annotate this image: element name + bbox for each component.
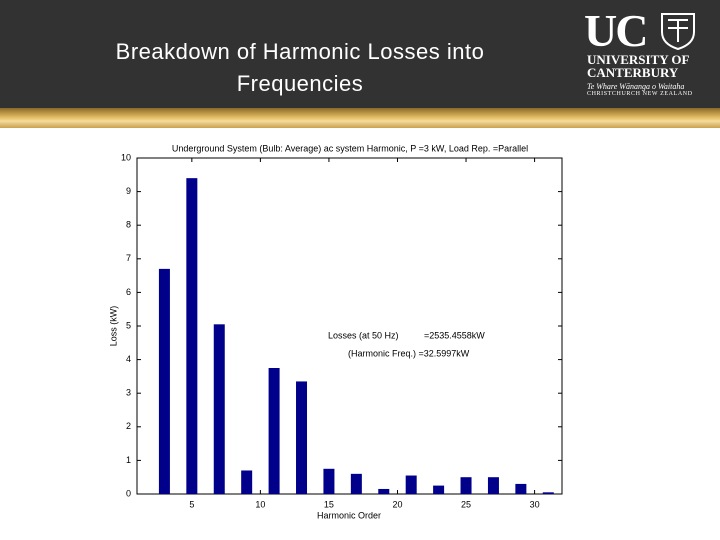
bar [433, 485, 445, 494]
x-tick-label: 5 [189, 499, 194, 509]
y-tick-label: 4 [126, 354, 131, 364]
annotation: (Harmonic Freq.) =32.5997kW [348, 348, 470, 358]
slide-title: Breakdown of Harmonic Losses into Freque… [115, 39, 485, 96]
bar [213, 324, 225, 494]
annotation: Losses (at 50 Hz) [328, 330, 399, 340]
bar [405, 475, 417, 494]
chart-title: Underground System (Bulb: Average) ac sy… [172, 143, 528, 153]
y-tick-label: 7 [126, 253, 131, 263]
bar [487, 477, 499, 494]
y-tick-label: 2 [126, 421, 131, 431]
x-tick-label: 15 [324, 499, 334, 509]
bar [378, 488, 390, 494]
bar [186, 178, 198, 494]
x-tick-label: 20 [392, 499, 402, 509]
bar [323, 468, 335, 494]
logo-mark: UC [584, 5, 648, 56]
x-axis-label: Harmonic Order [317, 510, 381, 520]
bar [296, 381, 308, 494]
y-tick-label: 1 [126, 455, 131, 465]
plot-frame [136, 157, 563, 495]
x-tick-label: 25 [461, 499, 471, 509]
chart: Underground System (Bulb: Average) ac sy… [108, 143, 563, 520]
x-tick-label: 30 [530, 499, 540, 509]
y-tick-label: 0 [126, 488, 131, 498]
bar [268, 368, 280, 494]
logo-motto: Te Whare Wānanga o Waitaha [587, 82, 685, 91]
bar [350, 473, 362, 494]
y-tick-label: 3 [126, 388, 131, 398]
bar [515, 483, 527, 494]
bar [158, 268, 170, 494]
y-tick-label: 5 [126, 320, 131, 330]
x-tick-label: 10 [255, 499, 265, 509]
bar [241, 470, 253, 494]
y-tick-label: 9 [126, 186, 131, 196]
logo-place: CHRISTCHURCH NEW ZEALAND [587, 91, 693, 97]
gold-stripe [0, 108, 720, 128]
annotation: =2535.4558kW [424, 330, 485, 340]
header-band [0, 0, 720, 108]
logo-line2: CANTERBURY [587, 65, 679, 80]
y-tick-label: 8 [126, 220, 131, 230]
y-tick-label: 10 [121, 152, 131, 162]
bar [542, 492, 554, 494]
y-tick-label: 6 [126, 287, 131, 297]
logo-crest [661, 13, 695, 50]
bar [460, 477, 472, 494]
logo-line1: UNIVERSITY OF [587, 52, 690, 67]
y-axis-label: Loss (kW) [108, 306, 118, 347]
